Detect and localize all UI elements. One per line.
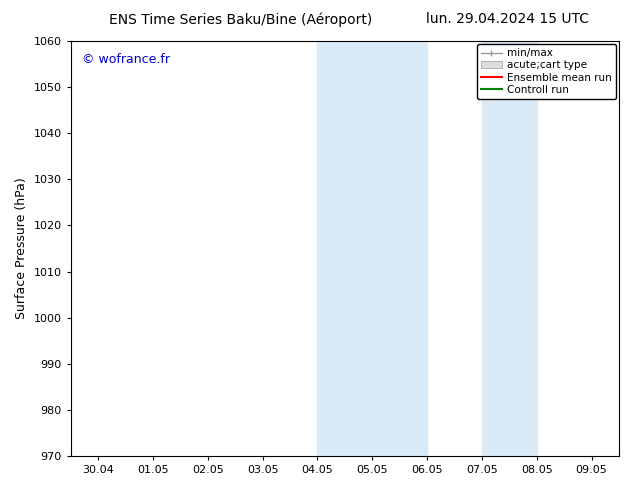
Bar — [482, 41, 537, 456]
Legend: min/max, acute;cart type, Ensemble mean run, Controll run: min/max, acute;cart type, Ensemble mean … — [477, 44, 616, 99]
Bar — [318, 41, 427, 456]
Y-axis label: Surface Pressure (hPa): Surface Pressure (hPa) — [15, 178, 28, 319]
Text: ENS Time Series Baku/Bine (Aéroport): ENS Time Series Baku/Bine (Aéroport) — [109, 12, 373, 27]
Text: © wofrance.fr: © wofrance.fr — [82, 53, 170, 67]
Text: lun. 29.04.2024 15 UTC: lun. 29.04.2024 15 UTC — [425, 12, 589, 26]
